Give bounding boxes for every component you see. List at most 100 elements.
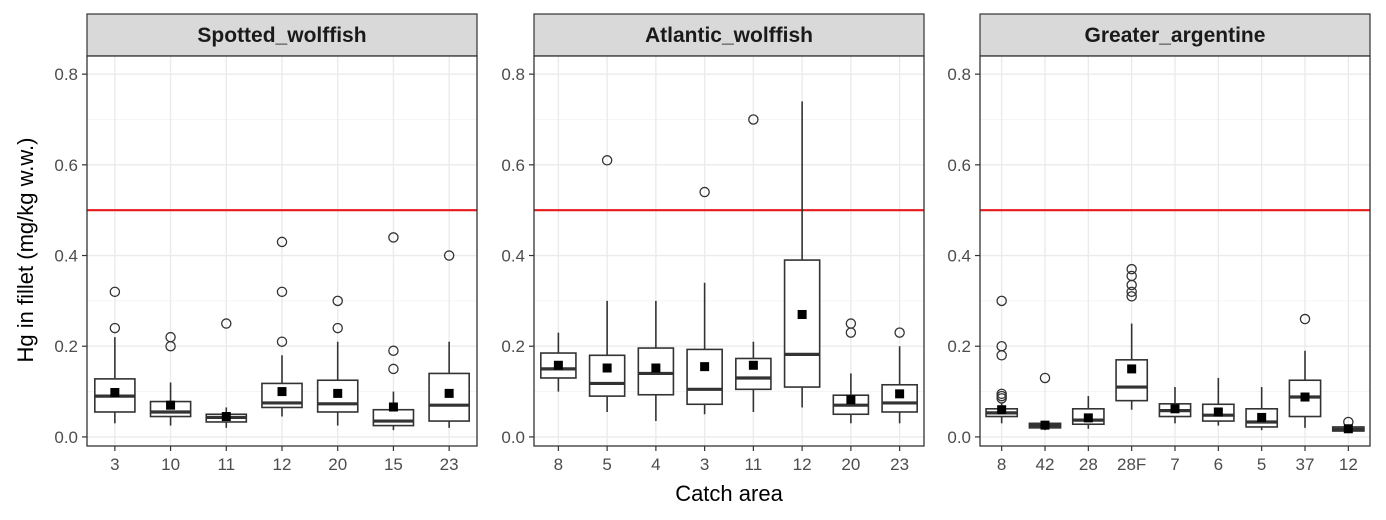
box-group <box>1028 372 1062 431</box>
mean-marker <box>797 309 807 319</box>
box <box>783 259 821 388</box>
outlier-point <box>388 232 399 243</box>
mean-marker <box>895 389 905 399</box>
x-tick-label: 5 <box>1257 455 1266 474</box>
x-tick-label: 12 <box>793 455 812 474</box>
outlier-point <box>748 114 759 125</box>
facet-strip <box>533 13 925 57</box>
mean-marker <box>1040 420 1050 430</box>
panel-border <box>86 55 478 447</box>
box-group <box>783 101 821 408</box>
mean-marker <box>110 387 120 397</box>
outlier-point <box>109 322 121 334</box>
x-tick-label: 12 <box>273 455 292 474</box>
box <box>588 354 626 397</box>
box-group <box>1115 263 1149 410</box>
box-group <box>1245 387 1279 431</box>
y-tick-label: 0.2 <box>501 337 525 356</box>
x-tick-label: 7 <box>1170 455 1179 474</box>
mean-marker <box>700 362 710 372</box>
mean-marker <box>651 363 661 373</box>
x-tick-label: 28 <box>1079 455 1098 474</box>
mean-marker <box>333 388 343 398</box>
box <box>686 348 723 406</box>
box-group <box>985 295 1019 424</box>
box-group <box>1331 416 1365 434</box>
box <box>881 383 918 413</box>
facet-panel: Atlantic_wolffish 8 5 4 3 11 12 20 23 0.0 0.2 0.4 0.… <box>501 13 925 474</box>
box-group <box>1288 313 1322 428</box>
mean-marker <box>1083 413 1093 423</box>
facet-title: Greater_argentine <box>1085 24 1266 47</box>
x-axis-title: Catch area <box>675 481 783 506</box>
box-group <box>832 318 870 424</box>
mean-marker <box>1343 424 1353 434</box>
panel-border <box>979 55 1371 447</box>
box-group <box>205 318 248 428</box>
mean-marker <box>1257 412 1267 422</box>
outlier-point <box>443 250 455 261</box>
outlier-point <box>221 318 232 329</box>
x-tick-label: 6 <box>1214 455 1223 474</box>
outlier-point <box>1039 372 1051 384</box>
box-group <box>261 236 303 417</box>
outlier-point <box>601 155 613 166</box>
box-group <box>372 232 415 431</box>
facet-title: Spotted_wolffish <box>197 24 366 47</box>
x-tick-label: 11 <box>745 455 763 474</box>
y-tick-label: 0.4 <box>54 247 78 266</box>
outlier-point <box>388 345 399 357</box>
outlier-point <box>276 236 288 248</box>
y-tick-label: 0.4 <box>501 247 525 266</box>
outlier-point <box>1126 270 1137 282</box>
mean-marker <box>277 387 287 397</box>
mean-marker <box>846 395 856 405</box>
outlier-point <box>165 331 176 343</box>
y-tick-label: 0.6 <box>947 156 971 175</box>
mean-marker <box>1127 364 1137 374</box>
mean-marker <box>388 402 398 412</box>
outlier-point <box>1299 313 1311 325</box>
mean-marker <box>1213 407 1223 417</box>
facet-panel: Spotted_wolffish 3 10 11 12 20 15 23 0.0 0.2 0.4 0.… <box>54 13 478 474</box>
mean-marker <box>1170 404 1180 414</box>
y-tick-label: 0.8 <box>54 65 78 84</box>
y-axis-title: Hg in fillet (mg/kg w.w.) <box>13 138 38 363</box>
x-tick-label: 42 <box>1036 455 1055 474</box>
box-group <box>686 186 723 415</box>
mean-marker <box>444 388 454 398</box>
outlier-point <box>276 336 288 347</box>
outlier-point <box>894 327 905 338</box>
box-group <box>1158 387 1192 424</box>
box-group <box>1201 377 1235 426</box>
box-group <box>540 332 577 392</box>
x-tick-label: 11 <box>217 455 235 474</box>
facet-strip <box>979 13 1371 57</box>
y-tick-label: 0.4 <box>947 247 971 266</box>
facet-panels: Spotted_wolffish 3 10 11 12 20 15 23 0.0 0.2 0.4 0.… <box>54 13 1371 474</box>
box-group <box>149 331 192 426</box>
outlier-point <box>1126 291 1137 302</box>
y-tick-label: 0.6 <box>501 156 525 175</box>
outlier-point <box>996 388 1007 400</box>
outlier-point <box>1126 263 1137 275</box>
outlier-point <box>388 363 399 375</box>
mean-marker <box>553 360 563 370</box>
outlier-point <box>699 186 710 198</box>
y-tick-label: 0.8 <box>947 65 971 84</box>
outlier-point <box>332 322 343 334</box>
box-group <box>94 286 136 424</box>
mean-marker <box>221 412 231 422</box>
x-tick-label: 3 <box>110 455 119 474</box>
box-group <box>1071 396 1105 429</box>
outlier-point <box>276 286 288 298</box>
outlier-point <box>1126 286 1137 298</box>
x-tick-label: 3 <box>700 455 709 474</box>
mean-marker <box>997 405 1007 415</box>
box-group <box>881 327 918 424</box>
x-tick-label: 10 <box>161 455 180 474</box>
y-tick-label: 0.2 <box>947 337 971 356</box>
x-tick-label: 37 <box>1296 455 1315 474</box>
y-tick-label: 0.0 <box>947 428 971 447</box>
